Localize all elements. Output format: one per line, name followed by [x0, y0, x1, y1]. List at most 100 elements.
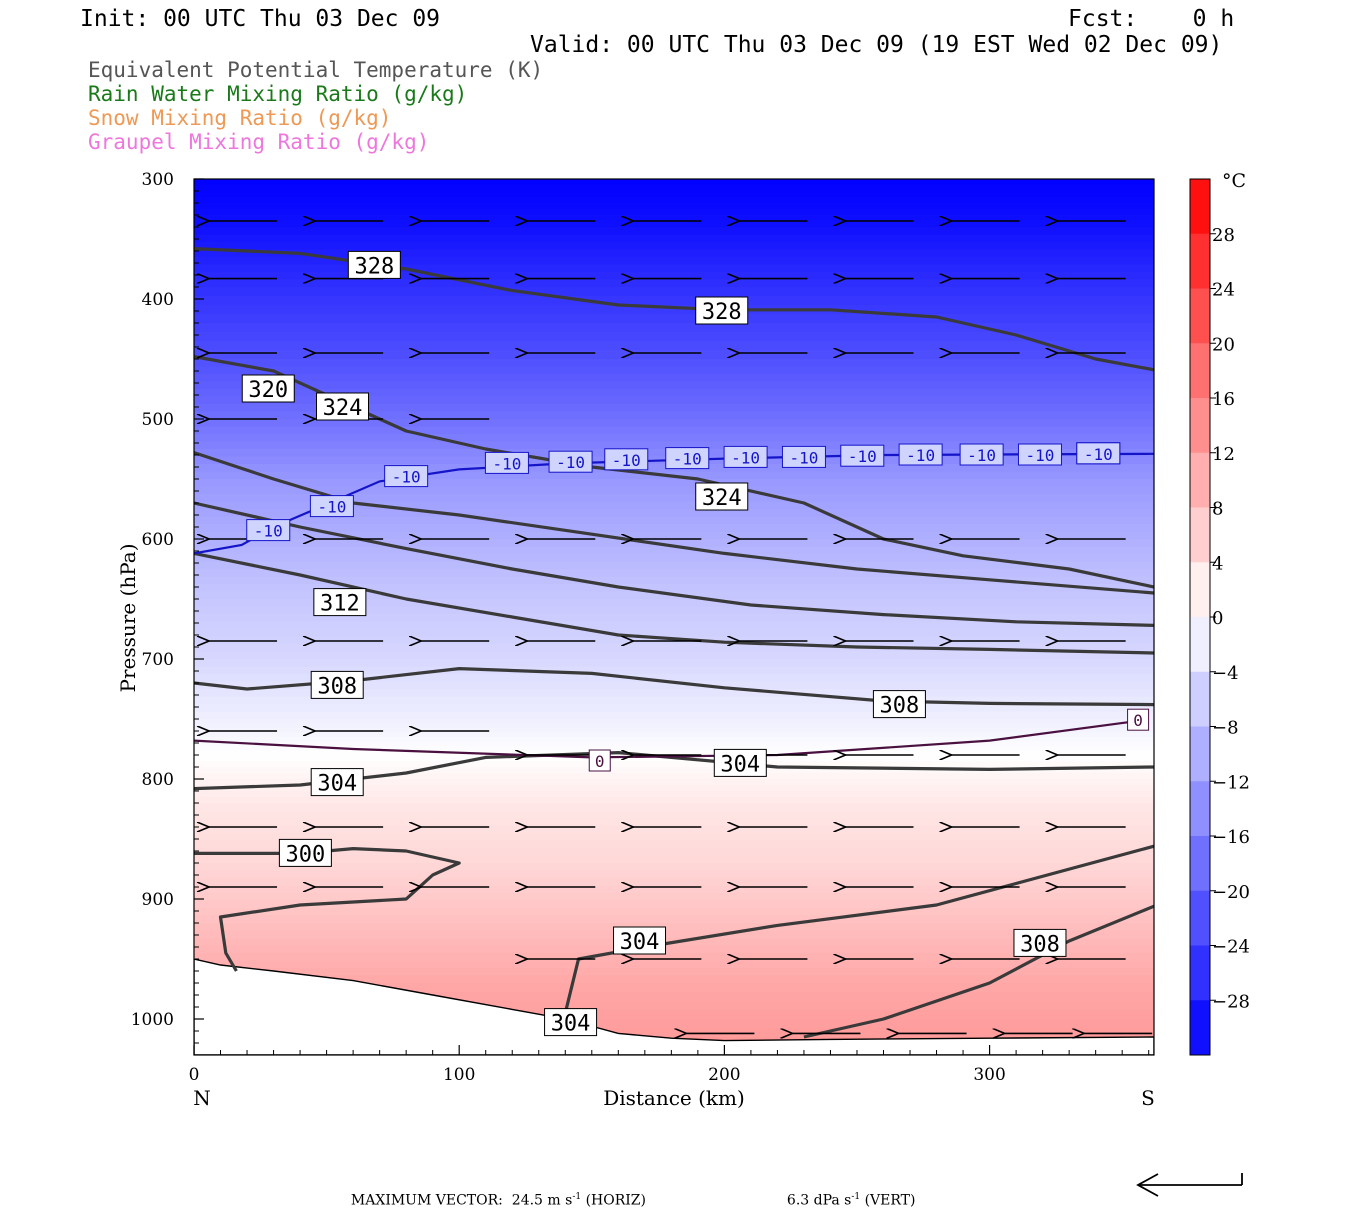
- max-vector-horiz-tag: (HORIZ): [585, 1192, 646, 1209]
- temperature-band: [194, 696, 1154, 705]
- x-tick-label: 300: [973, 1065, 1005, 1085]
- colorbar-tick-label: 8: [1212, 499, 1223, 520]
- colorbar-tick-label: 0: [1212, 608, 1223, 629]
- temperature-band: [194, 659, 1154, 668]
- temperature-band: [194, 191, 1154, 198]
- temperature-band: [194, 644, 1154, 653]
- temperature-band: [194, 855, 1154, 864]
- max-vector-horiz: 24.5 m s: [511, 1192, 573, 1209]
- temperature-band: [194, 878, 1154, 887]
- isotherm-label: -10: [906, 446, 935, 465]
- temperature-band: [194, 1001, 1154, 1011]
- temperature-band: [194, 185, 1154, 192]
- temperature-band: [194, 494, 1154, 503]
- theta-e-label-box: [278, 838, 332, 867]
- temperature-band: [194, 381, 1154, 390]
- temperature-band: [194, 215, 1154, 222]
- temperature-band: [194, 209, 1154, 216]
- theta-e-label-box: [310, 768, 364, 797]
- theta-e-contour: [194, 667, 1154, 707]
- temperature-band: [194, 767, 1154, 774]
- temperature-band: [194, 785, 1154, 792]
- theta-e-label: 300: [286, 842, 326, 867]
- theta-e-label-box: [1013, 928, 1067, 957]
- isotherm-label-box: [548, 450, 593, 473]
- colorbar: 28 24 20 16 12 8 4 0 −4 −8 −12 −16 −20 −24 −28: [1189, 178, 1250, 1056]
- theta-e-label: 328: [354, 254, 394, 279]
- theta-e-label: 320: [248, 378, 288, 403]
- temperature-band: [194, 434, 1154, 443]
- temperature-band: [194, 441, 1154, 450]
- temperature-band: [194, 1019, 1154, 1029]
- temperature-band: [194, 584, 1154, 593]
- colorbar-swatch: [1190, 945, 1210, 1001]
- isotherm-label-box: [309, 495, 354, 518]
- temperature-band: [194, 264, 1154, 273]
- temperature-band: [194, 419, 1154, 428]
- temperature-band: [194, 732, 1154, 738]
- theta-e-label-box: [316, 392, 370, 421]
- wind-vectors: [209, 221, 1153, 1033]
- colorbar-tick-label: −28: [1212, 991, 1250, 1012]
- legend-theta-e: Equivalent Potential Temperature (K): [88, 58, 544, 82]
- temperature-band: [194, 426, 1154, 435]
- temperature-band: [194, 350, 1154, 360]
- temperature-band: [194, 728, 1154, 734]
- theta-e-label-box: [313, 588, 367, 617]
- temperature-band: [194, 509, 1154, 518]
- theta-e-label: 312: [320, 592, 360, 617]
- colorbar-tick-label: −4: [1212, 663, 1239, 684]
- theta-e-contour: [194, 451, 1154, 595]
- temperature-band: [194, 900, 1154, 909]
- terrain: [194, 958, 1154, 1055]
- colorbar-tick-label: 4: [1212, 553, 1223, 574]
- valid-time: Valid: 00 UTC Thu 03 Dec 09 (19 EST Wed …: [530, 32, 1223, 58]
- isotherm-label-box: [246, 519, 291, 542]
- temperature-band: [194, 930, 1154, 939]
- temperature-band: [194, 704, 1154, 713]
- temperature-band: [194, 983, 1154, 993]
- isotherm-label: -10: [612, 451, 641, 470]
- theta-e-label-box: [544, 1008, 598, 1037]
- colorbar-tick-label: −20: [1212, 882, 1250, 903]
- temperature-band: [194, 396, 1154, 405]
- temperature-band: [194, 779, 1154, 786]
- max-vector-title: MAXIMUM VECTOR:: [350, 1192, 503, 1209]
- temperature-band: [194, 539, 1154, 548]
- temperature-band: [194, 885, 1154, 894]
- forecast-hour: Fcst: 0 h: [1068, 6, 1235, 32]
- colorbar-swatch: [1190, 836, 1210, 892]
- colorbar-swatch: [1190, 452, 1210, 508]
- temperature-band: [194, 737, 1154, 743]
- colorbar-swatch: [1190, 562, 1210, 618]
- theta-e-label-box: [613, 926, 667, 955]
- isotherm-label-box: [959, 443, 1004, 466]
- temperature-band: [194, 750, 1154, 756]
- isotherm-label: -10: [392, 468, 421, 487]
- y-tick-label: 600: [142, 530, 174, 550]
- temperature-band: [194, 818, 1154, 827]
- max-vector-horiz-exp: -1: [572, 1192, 582, 1202]
- y-tick-label: 900: [142, 890, 174, 910]
- isotherm-label: -10: [731, 448, 760, 467]
- colorbar-unit: °C: [1222, 170, 1246, 192]
- temperature-band: [194, 287, 1154, 297]
- isotherm-label-box: [484, 451, 529, 474]
- theta-e-label: 304: [317, 772, 357, 797]
- max-vector-vert-label: 6.3 dPa s-1 (VERT): [778, 1176, 916, 1209]
- colorbar-tick-label: −8: [1212, 718, 1239, 739]
- temperature-band: [194, 621, 1154, 630]
- isotherm-label-box: [588, 749, 611, 772]
- temperature-band: [194, 531, 1154, 540]
- theta-e-label-box: [347, 250, 401, 279]
- isotherm-label-box: [1017, 443, 1062, 466]
- temperature-band: [194, 389, 1154, 398]
- colorbar-swatch: [1190, 726, 1210, 782]
- colorbar-tick-label: 16: [1212, 389, 1235, 410]
- isotherm-label-box: [384, 465, 429, 488]
- x-tick-label: 100: [443, 1065, 475, 1085]
- y-axis-label: Pressure (hPa): [116, 544, 140, 693]
- colorbar-tick-label: −16: [1212, 827, 1250, 848]
- x-end-label-south: S: [1141, 1086, 1155, 1110]
